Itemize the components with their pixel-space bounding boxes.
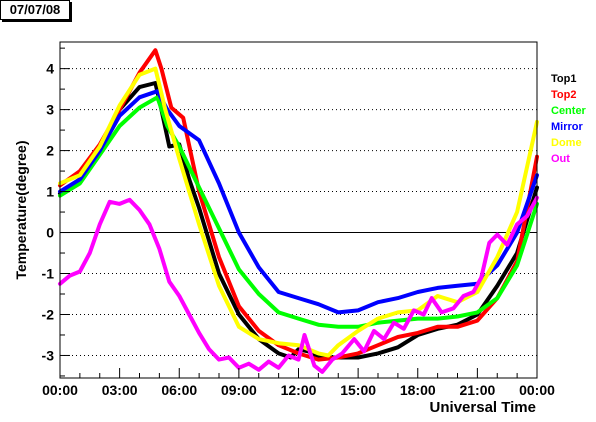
y-tick-label: 2 <box>46 143 54 159</box>
legend-entry-out: Out <box>551 153 570 165</box>
y-tick-label: 3 <box>46 102 54 118</box>
legend: Top1 Top2 Center Mirror Dome Out <box>551 73 587 165</box>
y-tick-label: -1 <box>42 266 55 282</box>
y-tick-label: 1 <box>46 184 54 200</box>
x-tick-label: 12:00 <box>281 382 317 398</box>
y-tick-label: -3 <box>42 347 55 363</box>
x-axis-label: Universal Time <box>430 399 536 416</box>
x-tick-label: 06:00 <box>161 382 197 398</box>
legend-entry-mirror: Mirror <box>551 121 584 133</box>
grid-lines <box>60 68 537 356</box>
series-lines <box>58 48 539 374</box>
date-label: 07/07/08 <box>0 0 70 20</box>
y-axis-label: Temperature(degree) <box>13 140 29 279</box>
y-tick-label: -2 <box>42 306 55 322</box>
legend-entry-dome: Dome <box>551 137 582 149</box>
series-line-dome <box>58 66 539 358</box>
x-tick-label: 00:00 <box>519 382 555 398</box>
series-line-center <box>58 95 539 329</box>
axes: -3 -2 -1 0 1 2 3 4 00:00 03:00 06:00 09:00 12:00 15:0… <box>42 47 555 398</box>
x-tick-label: 09:00 <box>221 382 257 398</box>
y-tick-label: 4 <box>46 61 54 77</box>
x-tick-label: 15:00 <box>340 382 376 398</box>
legend-entry-top2: Top2 <box>551 89 576 101</box>
series-line-out <box>58 195 539 374</box>
x-tick-label: 03:00 <box>102 382 138 398</box>
x-tick-label: 00:00 <box>42 382 78 398</box>
legend-entry-center: Center <box>551 105 587 117</box>
legend-entry-top1: Top1 <box>551 73 576 85</box>
plot-frame <box>59 41 538 379</box>
x-tick-label: 21:00 <box>459 382 495 398</box>
x-tick-label: 18:00 <box>400 382 436 398</box>
y-tick-label: 0 <box>46 225 54 241</box>
series-line-mirror <box>58 89 539 315</box>
